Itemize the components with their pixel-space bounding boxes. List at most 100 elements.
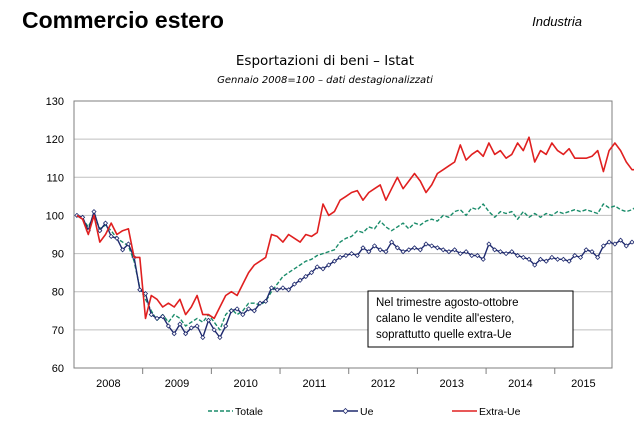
data-point <box>102 220 109 226</box>
data-point <box>537 256 544 262</box>
legend-label: Ue <box>360 406 374 418</box>
data-point <box>297 277 303 283</box>
x-tick-label: 2013 <box>440 378 464 390</box>
annotation-frame <box>367 290 574 348</box>
data-point <box>434 245 440 251</box>
data-point <box>337 254 343 260</box>
data-point <box>423 241 429 247</box>
data-point <box>160 313 166 320</box>
data-point <box>354 252 360 259</box>
data-point <box>526 256 532 262</box>
section-label: Industria <box>532 14 582 29</box>
data-point <box>377 247 383 253</box>
data-point <box>469 252 475 259</box>
data-point <box>446 249 452 255</box>
data-point <box>555 256 561 262</box>
data-point <box>200 334 206 341</box>
data-point <box>492 247 498 253</box>
y-tick-label: 110 <box>46 172 64 184</box>
data-point <box>274 287 280 293</box>
data-point <box>411 245 418 251</box>
chart-title: Esportazioni di beni – Istat <box>236 53 414 69</box>
data-point <box>246 306 252 312</box>
annotation-box: Nel trimestre agosto-ottobre calano le v… <box>367 290 574 348</box>
data-point <box>343 252 349 259</box>
data-point <box>549 254 555 260</box>
data-point <box>120 247 126 253</box>
y-tick-label: 120 <box>46 134 64 146</box>
x-tick-label: 2015 <box>571 378 595 390</box>
data-point <box>137 287 143 293</box>
y-tick-label: 70 <box>52 325 64 337</box>
y-tick-label: 90 <box>52 249 64 261</box>
data-point <box>331 258 337 264</box>
data-point <box>589 249 595 255</box>
data-point <box>188 325 194 331</box>
data-point <box>463 249 469 255</box>
data-point <box>183 331 189 337</box>
series-line-totale <box>76 203 634 331</box>
data-point <box>223 323 229 329</box>
data-point <box>326 262 332 268</box>
data-point <box>349 251 355 257</box>
chart-subtitle: Gennaio 2008=100 – dati destagionalizzat… <box>217 75 433 86</box>
data-point <box>543 258 549 264</box>
data-point <box>600 243 606 249</box>
data-point <box>457 251 463 257</box>
data-point <box>394 245 400 251</box>
data-point <box>366 249 372 255</box>
annotation-line-3: soprattutto quelle extra-Ue <box>376 329 512 341</box>
data-point <box>360 245 366 251</box>
y-tick-label: 130 <box>46 96 64 108</box>
data-point <box>234 306 240 312</box>
data-point <box>440 247 446 253</box>
data-point <box>577 254 584 260</box>
data-point <box>154 315 160 321</box>
data-point <box>480 256 486 262</box>
plot-frame <box>73 100 613 369</box>
data-point <box>474 252 481 259</box>
data-point <box>177 321 183 327</box>
data-point <box>108 233 114 239</box>
data-point <box>240 312 246 318</box>
series-line-extra-ue <box>76 136 634 320</box>
legend-label: Extra-Ue <box>479 406 521 418</box>
data-point <box>291 281 297 287</box>
legend: Totale Ue Extra-Ue <box>208 406 521 418</box>
data-point <box>606 239 612 245</box>
data-point <box>520 254 526 260</box>
series-line-ue <box>76 210 634 339</box>
data-point <box>417 247 423 253</box>
data-point <box>314 264 320 270</box>
data-point <box>125 241 131 247</box>
data-point <box>406 247 412 253</box>
data-point <box>286 287 292 293</box>
data-point <box>497 249 503 255</box>
data-point <box>280 285 286 291</box>
data-point <box>228 308 234 314</box>
data-point <box>263 298 269 304</box>
data-point <box>320 266 326 272</box>
x-tick-label: 2012 <box>371 378 395 390</box>
x-tick-label: 2009 <box>165 378 189 390</box>
x-tick-label: 2014 <box>508 378 532 390</box>
data-point <box>595 254 601 260</box>
y-tick-label: 80 <box>52 287 64 299</box>
data-point <box>251 308 257 314</box>
data-point <box>205 317 212 323</box>
data-point <box>452 247 458 253</box>
y-tick-label: 60 <box>52 363 64 375</box>
data-point <box>583 247 589 253</box>
data-point <box>623 243 629 249</box>
data-point <box>515 252 521 259</box>
data-point <box>612 241 618 247</box>
data-point <box>429 243 435 249</box>
data-point <box>142 291 149 297</box>
data-point <box>629 239 634 245</box>
data-point <box>91 209 97 215</box>
data-point <box>486 241 492 247</box>
series-lines <box>74 136 634 341</box>
page-title: Commercio estero <box>22 7 224 33</box>
data-point <box>303 273 309 280</box>
legend-label: Totale <box>235 406 263 418</box>
